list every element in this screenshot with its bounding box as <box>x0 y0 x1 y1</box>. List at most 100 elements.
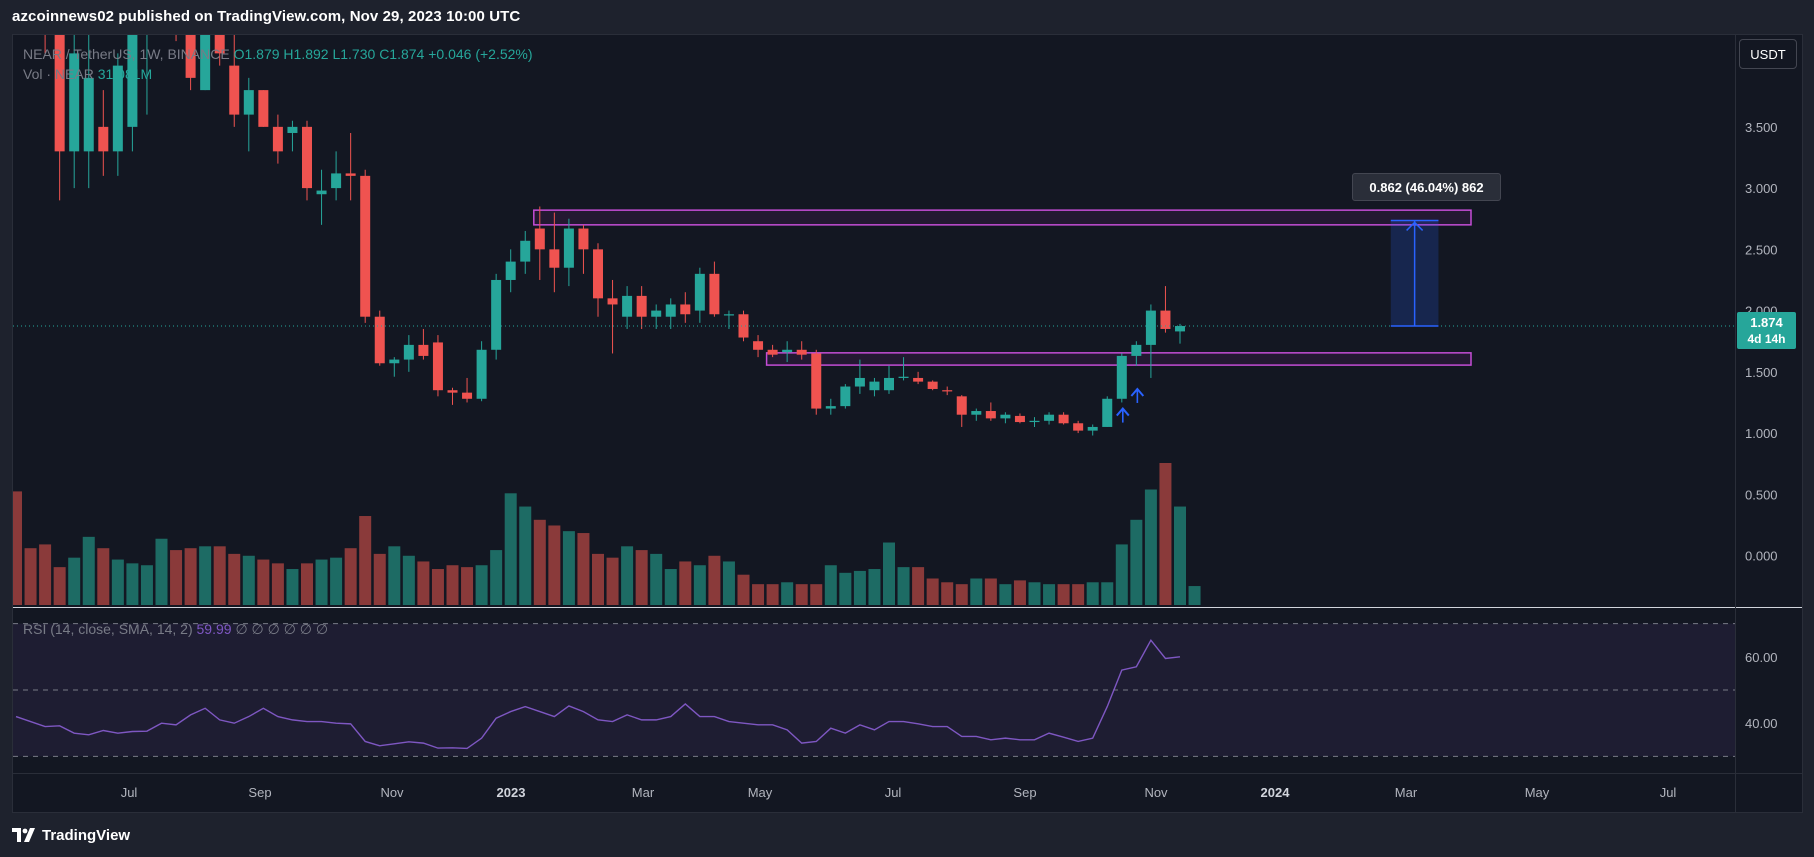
candle-body <box>738 314 749 338</box>
time-tick-label: 2023 <box>497 785 526 800</box>
volume-bar <box>184 548 197 605</box>
candle-body <box>680 304 691 315</box>
volume-bar <box>155 538 168 605</box>
volume-bar <box>388 546 401 605</box>
candle <box>971 408 982 421</box>
candle <box>636 286 647 329</box>
volume-bar <box>417 561 430 605</box>
candle <box>112 53 123 176</box>
tradingview-brand[interactable]: TradingView <box>12 825 130 845</box>
candle-body <box>418 344 429 356</box>
candle-body <box>229 65 240 115</box>
volume-bar <box>97 548 110 605</box>
volume-bar <box>475 565 488 605</box>
candle <box>942 386 953 396</box>
candle <box>913 371 924 385</box>
time-tick-label: Sep <box>1013 785 1036 800</box>
candle <box>316 169 327 225</box>
candle-body <box>54 35 65 152</box>
price-tick-label: 0.500 <box>1745 487 1778 502</box>
candle-body <box>1160 310 1171 329</box>
volume-bar <box>242 555 255 605</box>
volume-bar <box>286 569 299 605</box>
candle <box>229 35 240 127</box>
candle-body <box>331 173 342 189</box>
volume-label[interactable]: Vol · NEAR <box>23 66 94 82</box>
candle-body <box>360 175 371 317</box>
volume-bar <box>24 548 37 605</box>
volume-bar <box>13 491 22 605</box>
candle-body <box>447 390 458 393</box>
candle-body <box>1044 414 1055 421</box>
candle <box>651 304 662 329</box>
candle <box>200 35 211 91</box>
time-tick-label: Nov <box>380 785 404 800</box>
candle-body <box>1014 415 1025 423</box>
candle-body <box>127 35 138 127</box>
candle <box>214 35 225 66</box>
candle-body <box>723 314 734 316</box>
volume-bar <box>111 559 124 605</box>
candle-body <box>69 53 80 152</box>
volume-bar <box>650 553 663 605</box>
volume-value: 31.081M <box>97 66 153 82</box>
volume-bar <box>548 525 561 605</box>
candle <box>83 35 94 189</box>
candle-body <box>898 376 909 378</box>
volume-bar <box>140 565 153 605</box>
volume-bar <box>766 584 779 605</box>
candle-body <box>811 353 822 409</box>
candle-body <box>1000 414 1011 419</box>
chart-panel[interactable]: 3.5003.0002.5002.0001.5001.0000.5000.000… <box>12 34 1803 813</box>
candle-body <box>913 377 924 382</box>
candle-body <box>1175 326 1185 332</box>
candle <box>432 335 443 397</box>
candle-body <box>505 261 516 280</box>
price-tick-label: 1.000 <box>1745 426 1778 441</box>
legend-symbol[interactable]: NEAR / TetherUS, 1W, BINANCE <box>23 46 230 62</box>
volume-bar <box>912 567 925 605</box>
candle <box>175 35 177 42</box>
candle <box>869 377 880 397</box>
volume-bar <box>330 557 343 605</box>
time-tick-label: Jul <box>121 785 138 800</box>
candle-body <box>607 298 618 305</box>
candle-body <box>491 279 502 350</box>
legend-low: L1.730 <box>332 46 376 62</box>
candle <box>1058 412 1069 425</box>
candle-body <box>462 392 473 399</box>
volume-bar <box>577 533 590 605</box>
candle <box>738 310 749 342</box>
candle <box>1160 286 1171 333</box>
volume-bar <box>53 567 66 605</box>
candle <box>374 310 385 366</box>
candle <box>418 328 429 360</box>
candle-body <box>476 349 487 399</box>
volume-bar <box>271 563 284 605</box>
chart-canvas[interactable]: 3.5003.0002.5002.0001.5001.0000.5000.000… <box>13 35 1802 812</box>
up-arrow-icon <box>1130 387 1145 403</box>
candle <box>563 218 574 287</box>
candle <box>985 402 996 421</box>
time-tick-label: Sep <box>248 785 271 800</box>
candle-body <box>753 341 764 350</box>
candle-body <box>1029 420 1040 423</box>
volume-bar <box>984 578 997 605</box>
price-tick-label: 3.500 <box>1745 120 1778 135</box>
candle <box>476 341 487 402</box>
candle <box>302 120 312 201</box>
volume-bar <box>970 578 983 605</box>
bar-countdown: 4d 14h <box>1747 332 1786 346</box>
candle <box>1014 413 1025 424</box>
volume-bar <box>1086 582 1099 605</box>
price-range-arrow <box>1406 221 1424 231</box>
volume-bar <box>504 493 517 605</box>
rsi-label[interactable]: RSI (14, close, SMA, 14, 2) <box>23 621 193 637</box>
time-tick-label: May <box>1525 785 1550 800</box>
volume-bar <box>431 569 444 605</box>
candle-body <box>563 228 574 268</box>
time-tick-label: May <box>748 785 773 800</box>
currency-button[interactable]: USDT <box>1739 39 1797 69</box>
candle <box>462 377 473 403</box>
candle <box>1116 353 1127 403</box>
